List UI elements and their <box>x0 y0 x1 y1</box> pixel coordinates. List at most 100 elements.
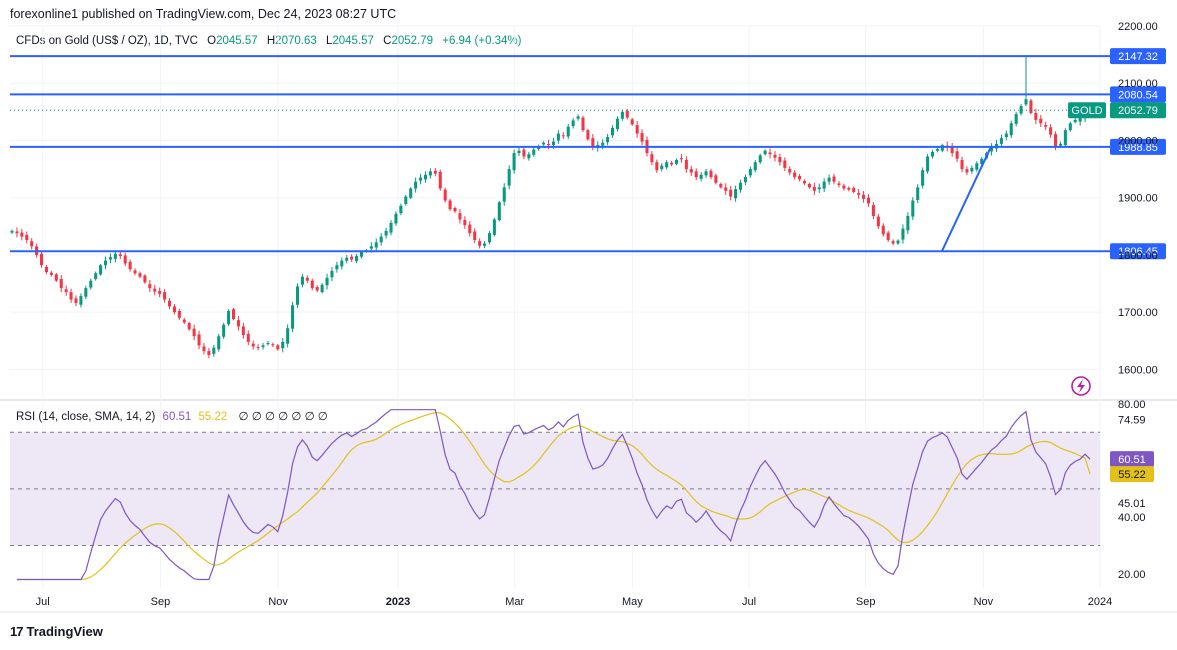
high-label: H <box>266 35 276 47</box>
candle-body <box>1049 127 1053 135</box>
candle-body <box>453 207 457 212</box>
candle-body <box>601 142 605 146</box>
candle-body <box>911 200 915 217</box>
candle-body <box>891 241 895 244</box>
candle-body <box>148 284 152 289</box>
candle-body <box>542 142 546 145</box>
symbol-badge-label: GOLD <box>1071 105 1102 117</box>
rsi-tick-label: 80.00 <box>1118 399 1146 411</box>
candle-body <box>857 193 861 195</box>
change-value: +6.94 (+0.34%) <box>442 35 522 47</box>
candle-body <box>1034 112 1038 120</box>
candle-body <box>586 130 590 140</box>
candle-body <box>802 181 807 184</box>
close-value: 2052.79 <box>391 35 434 47</box>
lightning-icon[interactable] <box>1071 376 1091 396</box>
candle-body <box>763 150 767 155</box>
candle-body <box>123 255 127 264</box>
candle-body <box>497 202 501 221</box>
candle-body <box>330 270 334 278</box>
candle-body <box>738 182 743 190</box>
candle-body <box>94 273 98 279</box>
level-badge-label: 1806.45 <box>1118 246 1158 258</box>
candle-body <box>143 275 147 283</box>
candle-body <box>384 230 388 236</box>
candle-body <box>345 257 349 261</box>
candle-body <box>399 205 403 214</box>
candle-body <box>271 344 275 346</box>
candle-body <box>1014 114 1018 124</box>
candle-body <box>1009 123 1013 136</box>
candle-body <box>1044 125 1048 127</box>
candle-body <box>192 328 196 337</box>
tradingview-brand[interactable]: 17 TradingView <box>10 624 103 639</box>
candle-body <box>591 138 595 147</box>
candle-body <box>876 216 880 227</box>
candle-body <box>940 145 944 151</box>
rsi-sma-badge <box>1110 466 1154 483</box>
candle-body <box>74 298 78 303</box>
candle-body <box>665 162 669 168</box>
candle-body <box>69 292 73 300</box>
candle-body <box>428 171 432 176</box>
candles <box>10 56 1092 359</box>
candle-body <box>266 343 270 345</box>
candle-body <box>325 277 329 286</box>
candle-body <box>822 181 826 189</box>
candle-body <box>182 319 186 323</box>
time-tick-label: Nov <box>268 596 288 608</box>
time-tick-label: 2023 <box>386 596 410 608</box>
candle-body <box>241 326 245 336</box>
candle-body <box>167 300 172 307</box>
candle-body <box>256 347 260 349</box>
candle-body <box>517 150 521 154</box>
open-label: O <box>207 35 217 47</box>
high-value: 2070.63 <box>275 35 317 47</box>
time-tick-label: 2024 <box>1088 596 1112 608</box>
rsi-empty-values: ∅ ∅ ∅ ∅ ∅ ∅ ∅ <box>238 411 328 423</box>
candle-body <box>871 205 875 217</box>
rsi-value-badge-label: 60.51 <box>1118 454 1146 466</box>
candle-body <box>773 154 777 158</box>
candle-body <box>305 277 309 281</box>
candle-body <box>743 177 747 183</box>
axes: 2200.00 2100.00 2000.00 1900.00 1800.00 1700.… <box>36 21 1158 608</box>
last-price-badge <box>1110 102 1166 119</box>
candle-body <box>886 232 890 241</box>
candle-body <box>670 162 674 165</box>
rsi-tick-label: 45.01 <box>1118 498 1146 510</box>
candle-body <box>827 177 831 182</box>
candle-body <box>1063 130 1067 146</box>
candle-body <box>1054 134 1058 148</box>
candle-body <box>970 167 974 172</box>
horizontal-levels: 2147.32 2080.54 1988.85 1806.45 GOLD 2052.79 <box>10 48 1166 260</box>
candle-body <box>581 117 585 131</box>
candle-body <box>906 216 910 231</box>
candle-body <box>512 153 516 171</box>
candle-body <box>556 133 560 141</box>
candle-body <box>44 266 48 273</box>
candle-body <box>202 346 206 352</box>
candle-body <box>79 296 83 305</box>
candle-body <box>930 151 935 157</box>
rsi-tick-label: 40.00 <box>1118 512 1146 524</box>
candle-body <box>118 254 122 257</box>
candle-body <box>798 175 802 180</box>
candle-body <box>842 185 846 189</box>
candle-body <box>54 274 58 281</box>
candle-body <box>866 197 871 204</box>
candle-body <box>276 345 280 350</box>
candle-body <box>227 311 231 325</box>
level-badge-label: 1988.85 <box>1118 142 1158 154</box>
candle-body <box>310 280 314 289</box>
candle-body <box>10 230 14 233</box>
candle-body <box>955 151 959 159</box>
rsi-sma-line <box>16 411 1091 581</box>
candle-body <box>699 174 703 179</box>
candle-body <box>674 159 679 164</box>
candle-body <box>620 111 624 119</box>
candle-body <box>862 194 866 199</box>
candle-body <box>394 213 398 224</box>
candle-body <box>315 286 319 291</box>
